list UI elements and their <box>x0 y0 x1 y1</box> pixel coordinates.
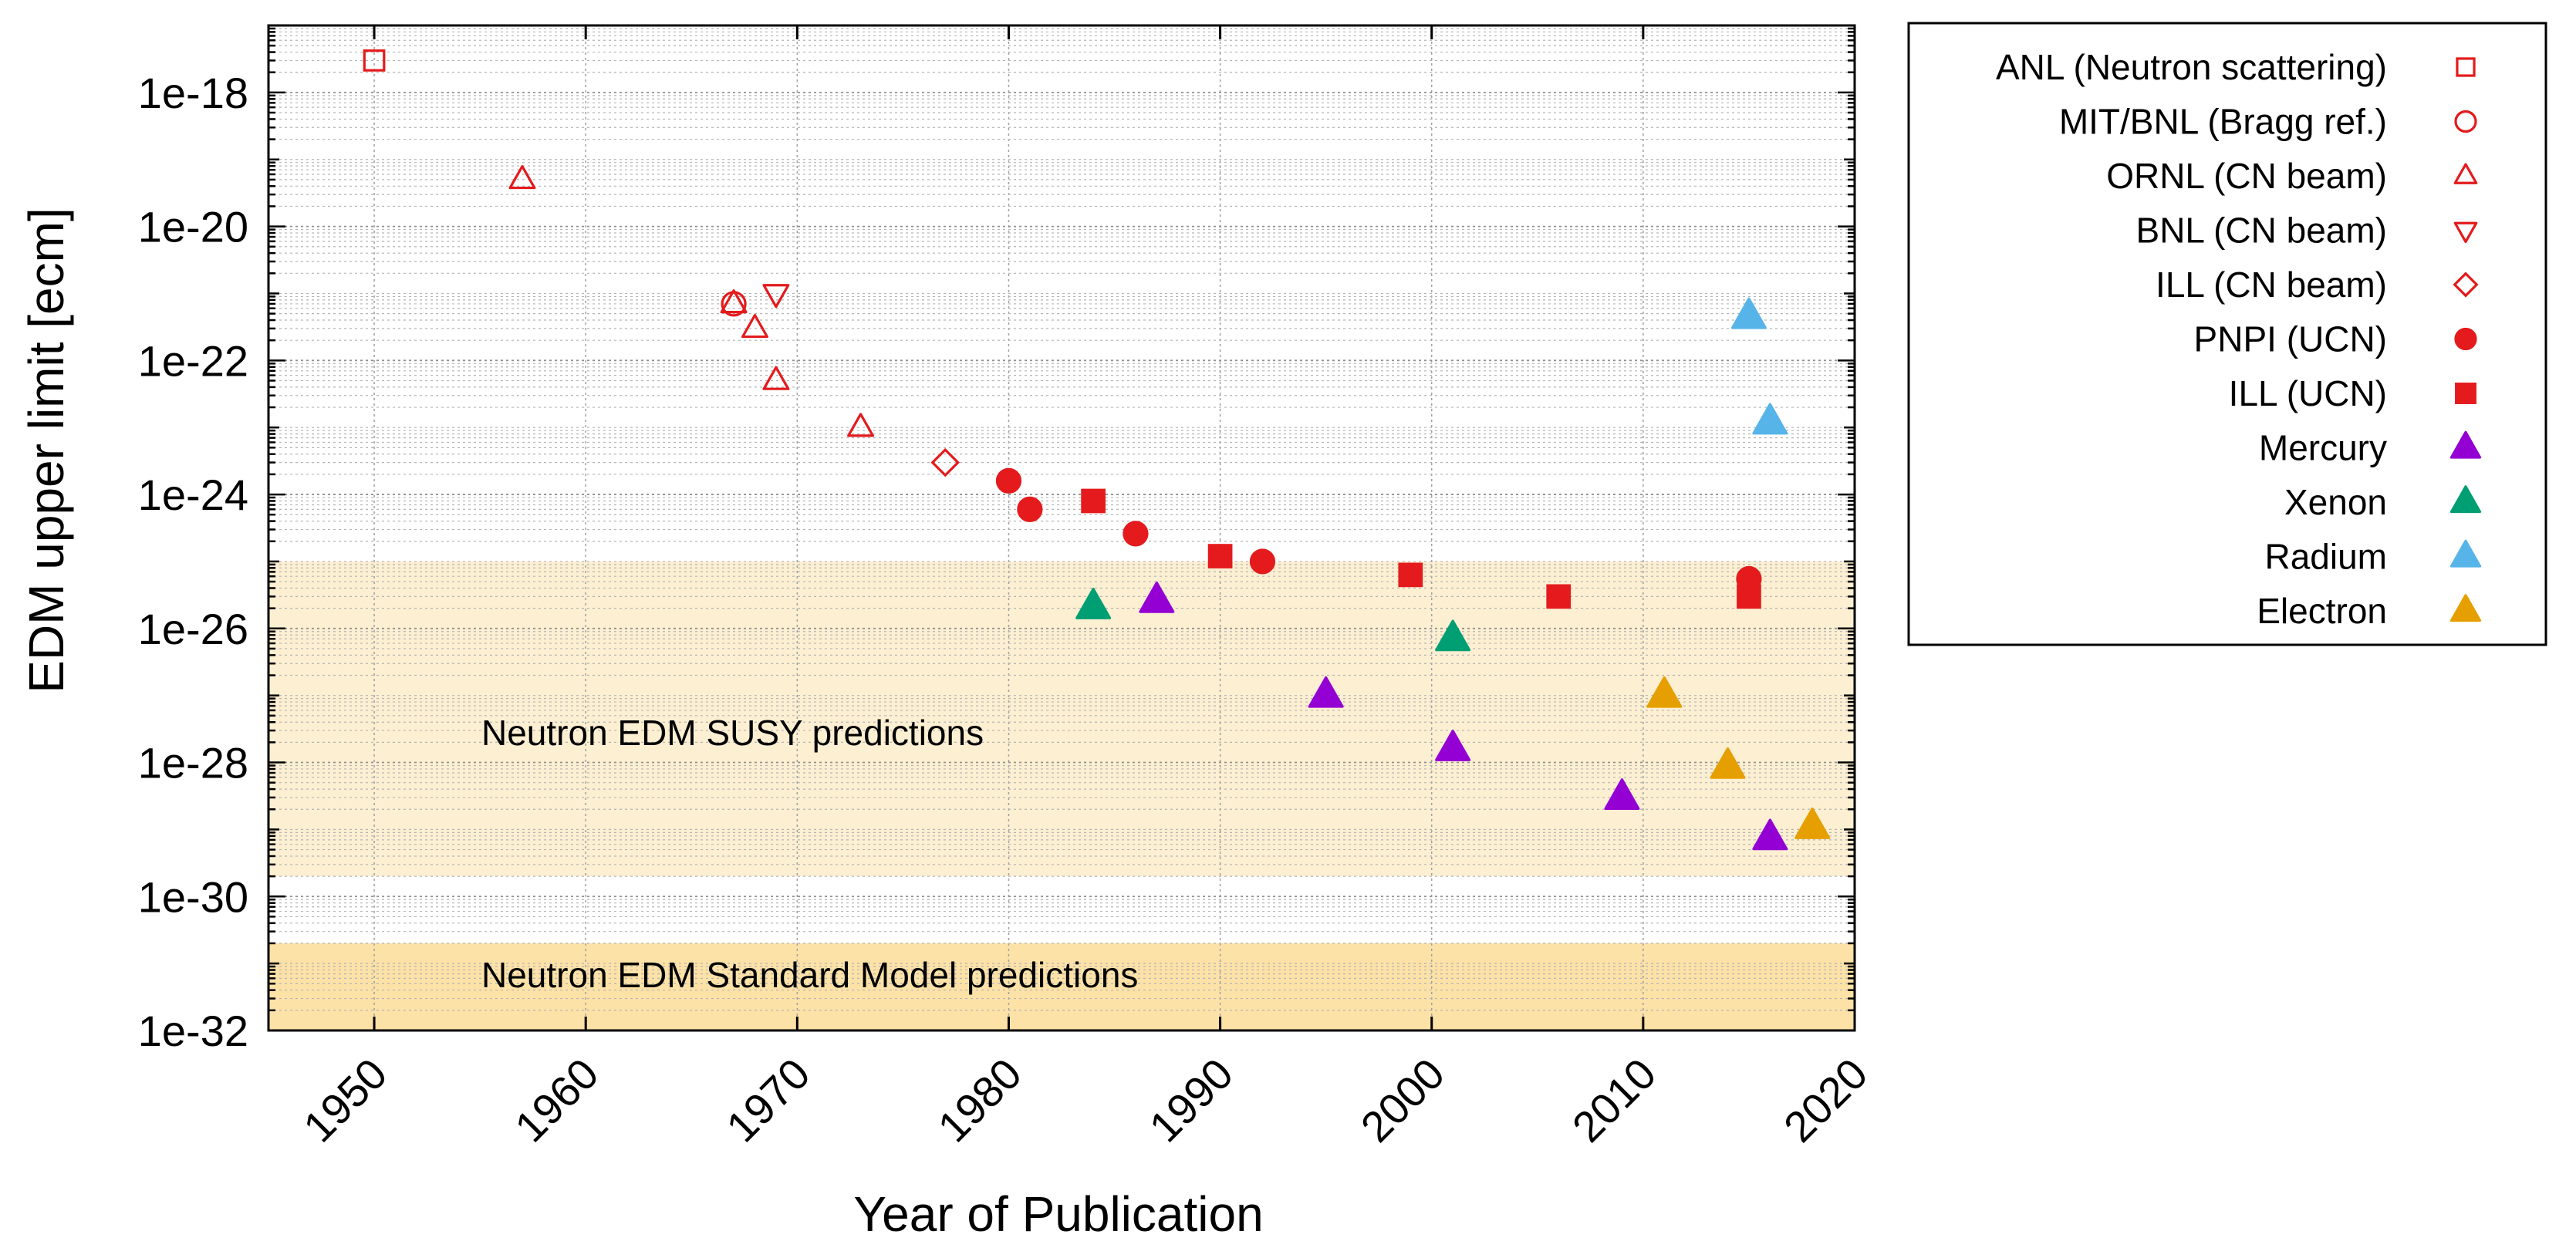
data-point-ill-ucn <box>1546 584 1572 609</box>
y-tick-label: 1e-26 <box>138 605 248 653</box>
data-point-mercury <box>1604 778 1640 810</box>
legend-label-pnpi-ucn: PNPI (UCN) <box>2194 319 2387 359</box>
legend-marker-ill-ucn <box>2455 383 2476 404</box>
data-point-pnpi-ucn <box>1249 548 1276 575</box>
data-point-ornl-cn-beam <box>741 314 768 339</box>
y-tick-label: 1e-22 <box>138 336 248 385</box>
band-label-1: Neutron EDM SUSY predictions <box>481 713 984 753</box>
legend-label-ill-cn-beam: ILL (CN beam) <box>2156 265 2387 305</box>
legend-label-bnl-cn-beam: BNL (CN beam) <box>2136 211 2387 251</box>
data-point-electron <box>1646 676 1683 708</box>
data-point-electron <box>1710 747 1746 779</box>
data-point-mercury <box>1308 676 1344 708</box>
data-point-pnpi-ucn <box>1017 496 1043 522</box>
data-point-mercury <box>1752 818 1788 851</box>
data-point-mercury <box>1139 581 1175 613</box>
data-point-electron <box>1794 807 1831 839</box>
y-tick-label: 1e-18 <box>138 69 248 117</box>
legend-label-mercury: Mercury <box>2259 428 2387 468</box>
legend-label-mit-bnl-bragg-ref: MIT/BNL (Bragg ref.) <box>2059 102 2387 142</box>
data-point-ornl-cn-beam <box>508 165 536 190</box>
data-point-ornl-cn-beam <box>720 289 748 314</box>
legend-marker-ornl-cn-beam <box>2453 163 2478 184</box>
y-tick-label: 1e-24 <box>138 470 248 519</box>
data-points <box>363 49 1831 851</box>
legend-marker-electron <box>2449 594 2482 622</box>
band-labels: Neutron EDM SUSY predictions Neutron EDM … <box>481 713 1138 995</box>
data-point-mercury <box>1435 729 1471 761</box>
legend-label-ill-ucn: ILL (UCN) <box>2229 373 2387 413</box>
data-point-xenon <box>1435 619 1471 652</box>
data-point-anl-neutron-scattering <box>363 49 386 72</box>
y-tick-label: 1e-30 <box>138 872 248 921</box>
legend-marker-mercury <box>2449 430 2482 459</box>
legend-frame <box>1907 22 2547 646</box>
prediction-bands <box>268 561 1855 1030</box>
plot-frame <box>267 24 1856 1032</box>
legend-marker-ill-cn-beam <box>2453 271 2479 298</box>
prediction-band-1 <box>268 561 1855 877</box>
data-point-ill-ucn <box>1081 488 1106 514</box>
data-point-ornl-cn-beam <box>762 366 790 390</box>
legend-marker-xenon <box>2449 485 2482 514</box>
data-point-ill-ucn <box>1737 584 1761 609</box>
legend: ANL (Neutron scattering) MIT/BNL (Bragg r… <box>1907 22 2547 646</box>
axis-ticks <box>268 25 1856 1032</box>
x-axis-label: Year of Publication <box>853 1186 1263 1242</box>
data-point-pnpi-ucn <box>995 467 1022 494</box>
data-point-ornl-cn-beam <box>847 413 875 437</box>
legend-label-radium: Radium <box>2264 537 2387 577</box>
y-tick-label: 1e-28 <box>138 739 248 788</box>
legend-label-ornl-cn-beam: ORNL (CN beam) <box>2106 156 2387 196</box>
data-point-xenon <box>1075 587 1112 619</box>
data-point-bnl-cn-beam <box>762 284 790 309</box>
legend-marker-pnpi-ucn <box>2454 327 2477 351</box>
y-axis-label: EDM upper limit [ecm] <box>19 207 74 693</box>
data-point-ill-ucn <box>1207 544 1233 568</box>
legend-label-electron: Electron <box>2257 591 2387 631</box>
data-point-ill-cn-beam <box>930 447 960 477</box>
y-tick-label: 1e-20 <box>138 203 248 251</box>
legend-label-anl-neutron-scattering: ANL (Neutron scattering) <box>1996 47 2387 87</box>
data-point-ill-ucn <box>1398 562 1423 588</box>
band-label-2: Neutron EDM Standard Model predictions <box>481 955 1138 995</box>
y-tick-label: 1e-32 <box>138 1007 248 1055</box>
legend-marker-radium <box>2449 539 2482 568</box>
legend-label-xenon: Xenon <box>2284 482 2387 522</box>
legend-marker-anl-neutron-scattering <box>2456 57 2476 77</box>
legend-marker-mit-bnl-bragg-ref <box>2454 110 2477 133</box>
legend-marker-bnl-cn-beam <box>2453 221 2478 244</box>
data-point-pnpi-ucn <box>1123 521 1149 547</box>
data-point-radium <box>1752 403 1788 435</box>
prediction-band-2 <box>268 943 1855 1030</box>
data-point-radium <box>1730 297 1767 329</box>
